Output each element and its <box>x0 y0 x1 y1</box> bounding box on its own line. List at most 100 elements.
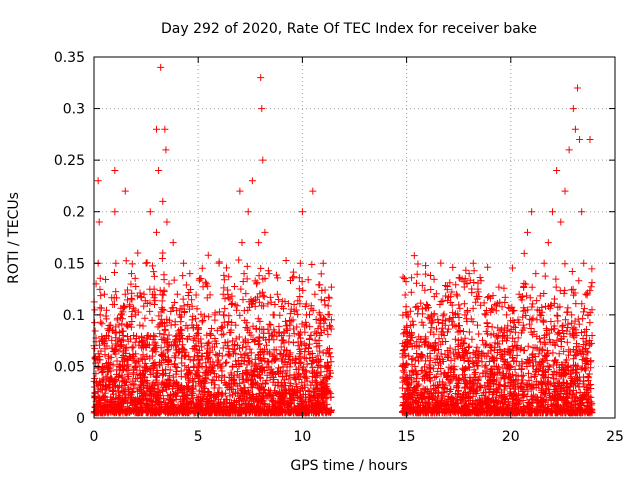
data-point <box>255 354 263 362</box>
data-point <box>128 289 136 297</box>
data-point <box>165 280 173 288</box>
data-point <box>502 395 510 403</box>
data-point <box>301 394 309 402</box>
data-point <box>195 359 203 367</box>
data-point <box>162 146 170 154</box>
data-point <box>95 218 103 226</box>
data-point <box>568 311 576 319</box>
data-point <box>223 342 231 350</box>
data-point <box>564 304 572 312</box>
data-point <box>223 396 231 404</box>
data-point <box>258 367 266 375</box>
data-point <box>143 377 151 385</box>
data-point <box>454 374 462 382</box>
data-point <box>448 317 456 325</box>
data-point <box>426 371 434 379</box>
data-point <box>423 300 431 308</box>
data-point <box>274 274 282 282</box>
data-point <box>182 281 190 289</box>
data-point <box>574 315 582 323</box>
data-point <box>400 400 408 408</box>
data-point <box>582 395 590 403</box>
data-point <box>550 295 558 303</box>
data-point <box>465 344 473 352</box>
data-point <box>117 398 125 406</box>
data-point <box>128 399 136 407</box>
data-point <box>118 315 126 323</box>
data-point <box>321 388 329 396</box>
data-point <box>421 363 429 371</box>
data-point <box>169 396 177 404</box>
data-point <box>264 325 272 333</box>
data-point <box>586 287 594 295</box>
data-point <box>551 325 559 333</box>
data-point <box>435 318 443 326</box>
data-point <box>128 260 136 268</box>
data-point <box>588 265 596 273</box>
data-point <box>240 358 248 366</box>
data-point <box>128 308 136 316</box>
data-point <box>148 352 156 360</box>
data-point <box>554 329 562 337</box>
data-point <box>558 395 566 403</box>
data-point <box>533 297 541 305</box>
data-point <box>452 281 460 289</box>
data-point <box>519 371 527 379</box>
data-point <box>399 347 407 355</box>
data-point <box>237 401 245 409</box>
data-point <box>414 382 422 390</box>
data-point <box>492 396 500 404</box>
data-point <box>301 372 309 380</box>
data-point <box>172 370 180 378</box>
data-point <box>320 315 328 323</box>
data-point <box>201 375 209 383</box>
data-point <box>110 269 118 277</box>
data-point <box>154 381 162 389</box>
data-point <box>497 374 505 382</box>
data-point <box>557 335 565 343</box>
data-point <box>148 290 156 298</box>
data-point <box>443 286 451 294</box>
data-point <box>402 278 410 286</box>
data-point <box>161 407 169 415</box>
data-point <box>418 366 426 374</box>
data-point <box>561 260 569 268</box>
data-point <box>308 378 316 386</box>
data-point <box>327 390 335 398</box>
data-point <box>536 311 544 319</box>
data-point <box>400 368 408 376</box>
data-point <box>465 270 473 278</box>
data-point <box>541 351 549 359</box>
data-point <box>115 387 123 395</box>
data-point <box>500 357 508 365</box>
data-point <box>207 331 215 339</box>
data-point <box>271 409 279 417</box>
data-point <box>317 270 325 278</box>
data-point <box>429 403 437 411</box>
data-point <box>111 208 119 216</box>
data-point <box>325 349 333 357</box>
data-point <box>134 249 142 257</box>
data-point <box>478 336 486 344</box>
data-point <box>235 333 243 341</box>
data-point <box>510 390 518 398</box>
data-point <box>422 333 430 341</box>
data-point <box>211 381 219 389</box>
data-point <box>247 331 255 339</box>
data-point <box>243 375 251 383</box>
data-point <box>198 378 206 386</box>
data-point <box>101 351 109 359</box>
data-point <box>586 136 594 144</box>
data-point <box>546 304 554 312</box>
data-point <box>274 370 282 378</box>
data-point <box>245 400 253 408</box>
data-point <box>520 347 528 355</box>
data-point <box>444 293 452 301</box>
data-point <box>175 345 183 353</box>
data-point <box>177 367 185 375</box>
data-point <box>290 391 298 399</box>
data-point <box>112 376 120 384</box>
data-point <box>403 374 411 382</box>
data-point <box>421 376 429 384</box>
data-point <box>455 376 463 384</box>
